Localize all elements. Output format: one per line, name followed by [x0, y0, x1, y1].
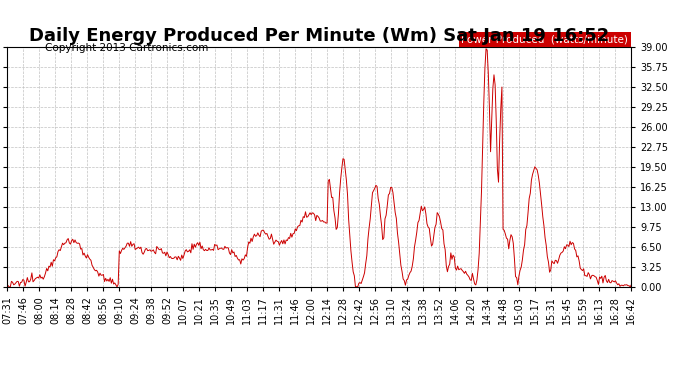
Text: Power Produced  (watts/minute): Power Produced (watts/minute): [462, 34, 628, 45]
Title: Daily Energy Produced Per Minute (Wm) Sat Jan 19 16:52: Daily Energy Produced Per Minute (Wm) Sa…: [29, 27, 609, 45]
Text: Copyright 2013 Cartronics.com: Copyright 2013 Cartronics.com: [45, 43, 208, 52]
